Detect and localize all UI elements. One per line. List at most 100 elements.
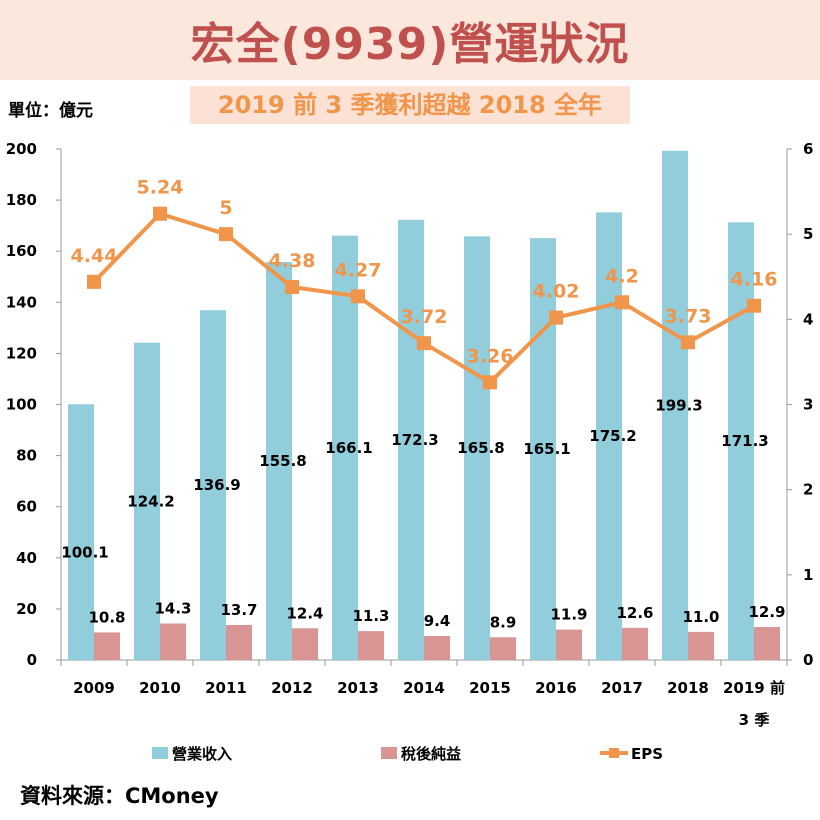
- left-tick-label: 100: [6, 396, 37, 414]
- eps-point: [87, 274, 101, 289]
- unit-label: 單位：億元: [8, 101, 93, 121]
- revenue-data-label: 175.2: [589, 427, 636, 445]
- net-income-bar: [556, 629, 582, 660]
- title-band: [0, 0, 820, 80]
- eps-point: [747, 298, 761, 313]
- left-tick-label: 120: [6, 344, 37, 362]
- eps-point: [219, 227, 233, 242]
- legend-eps-label: EPS: [631, 745, 663, 763]
- revenue-data-label: 165.1: [523, 440, 570, 458]
- subtitle-box: 2019 前 3 季獲利超越 2018 全年: [190, 86, 630, 124]
- left-tick-label: 200: [6, 140, 37, 158]
- x-tick-label: 2013: [337, 679, 379, 697]
- revenue-data-label: 172.3: [391, 431, 438, 449]
- net-income-data-label: 9.4: [424, 612, 451, 630]
- x-tick-label: 2012: [271, 679, 313, 697]
- x-tick-label: 2010: [139, 679, 181, 697]
- x-tick-label: 2017: [601, 679, 643, 697]
- eps-point: [549, 310, 563, 325]
- left-tick-label: 140: [6, 293, 37, 311]
- x-tick-label: 2016: [535, 679, 577, 697]
- revenue-data-label: 100.1: [61, 544, 108, 562]
- net-income-bar: [226, 624, 252, 660]
- eps-data-label: 3.73: [665, 305, 712, 327]
- revenue-bar: [134, 342, 160, 660]
- right-tick-label: 5: [803, 225, 813, 243]
- legend-revenue-label: 營業收入: [172, 745, 232, 763]
- chart-subtitle: 2019 前 3 季獲利超越 2018 全年: [217, 91, 603, 119]
- x-tick-label: 2011: [205, 679, 247, 697]
- left-tick-label: 80: [16, 447, 37, 465]
- eps-data-label: 3.72: [401, 306, 448, 328]
- right-tick-label: 1: [803, 566, 813, 584]
- right-tick-label: 0: [803, 651, 813, 669]
- x-tick-label: 2015: [469, 679, 511, 697]
- net-income-bar: [754, 627, 780, 660]
- right-tick-label: 2: [803, 481, 813, 499]
- x-tick-label: 2018: [667, 679, 709, 697]
- chart-title: 宏全(9939)營運狀況: [190, 19, 630, 70]
- legend-eps-marker: [609, 748, 619, 758]
- net-income-bar: [622, 627, 648, 660]
- revenue-data-label: 124.2: [127, 492, 174, 510]
- revenue-bar: [332, 235, 358, 660]
- eps-data-label: 5.24: [137, 177, 184, 199]
- eps-data-label: 4.2: [605, 265, 639, 287]
- revenue-bar: [266, 261, 292, 660]
- revenue-data-label: 171.3: [721, 432, 768, 450]
- net-income-bar: [160, 623, 186, 660]
- net-income-bar: [688, 631, 714, 660]
- x-tick-label: 2014: [403, 679, 445, 697]
- net-income-data-label: 14.3: [154, 599, 191, 617]
- revenue-bar: [200, 310, 226, 660]
- left-tick-label: 160: [6, 242, 37, 260]
- net-income-bar: [358, 631, 384, 660]
- eps-point: [153, 206, 167, 221]
- revenue-bar: [530, 238, 556, 660]
- net-income-bar: [424, 635, 450, 660]
- net-income-bar: [292, 628, 318, 660]
- legend-net-income-swatch: [381, 747, 397, 759]
- revenue-data-label: 199.3: [655, 396, 702, 414]
- revenue-bar: [398, 219, 424, 660]
- net-income-data-label: 13.7: [220, 601, 257, 619]
- left-tick-label: 20: [16, 600, 37, 618]
- left-tick-label: 40: [16, 549, 37, 567]
- eps-data-label: 5: [219, 197, 232, 219]
- revenue-bar: [464, 236, 490, 661]
- legend-revenue-swatch: [152, 747, 168, 759]
- eps-point: [417, 336, 431, 351]
- eps-point: [351, 289, 365, 304]
- eps-point: [285, 279, 299, 294]
- revenue-data-label: 165.8: [457, 439, 504, 457]
- left-tick-label: 180: [6, 191, 37, 209]
- legend-net-income-label: 稅後純益: [401, 745, 461, 763]
- right-tick-label: 3: [803, 396, 813, 414]
- left-tick-label: 0: [27, 651, 37, 669]
- eps-data-label: 4.02: [533, 281, 580, 303]
- revenue-bar: [68, 404, 94, 660]
- x-tick-label: 2009: [73, 679, 115, 697]
- net-income-data-label: 11.0: [682, 608, 719, 626]
- eps-data-label: 4.27: [335, 259, 382, 281]
- revenue-bar: [728, 222, 754, 661]
- revenue-data-label: 136.9: [193, 476, 240, 494]
- eps-data-label: 4.16: [731, 269, 778, 291]
- eps-data-label: 4.44: [71, 245, 118, 267]
- net-income-data-label: 11.9: [550, 606, 587, 624]
- right-tick-label: 4: [803, 310, 813, 328]
- chart-canvas: 0 20 40 60 80 100 120 140 160 180 200 0 1 2 3 4 5 6 2009 20…: [6, 140, 814, 763]
- eps-point: [483, 375, 497, 390]
- net-income-data-label: 8.9: [490, 613, 517, 631]
- net-income-data-label: 12.4: [286, 604, 323, 622]
- revenue-bar: [596, 212, 622, 660]
- eps-point: [615, 295, 629, 310]
- net-income-data-label: 10.8: [88, 608, 125, 626]
- source-label: 資料來源：CMoney: [20, 784, 219, 808]
- revenue-data-label: 166.1: [325, 439, 372, 457]
- left-tick-label: 60: [16, 498, 37, 516]
- net-income-bar: [94, 632, 120, 660]
- eps-data-label: 4.38: [269, 250, 316, 272]
- eps-data-label: 3.26: [467, 345, 514, 367]
